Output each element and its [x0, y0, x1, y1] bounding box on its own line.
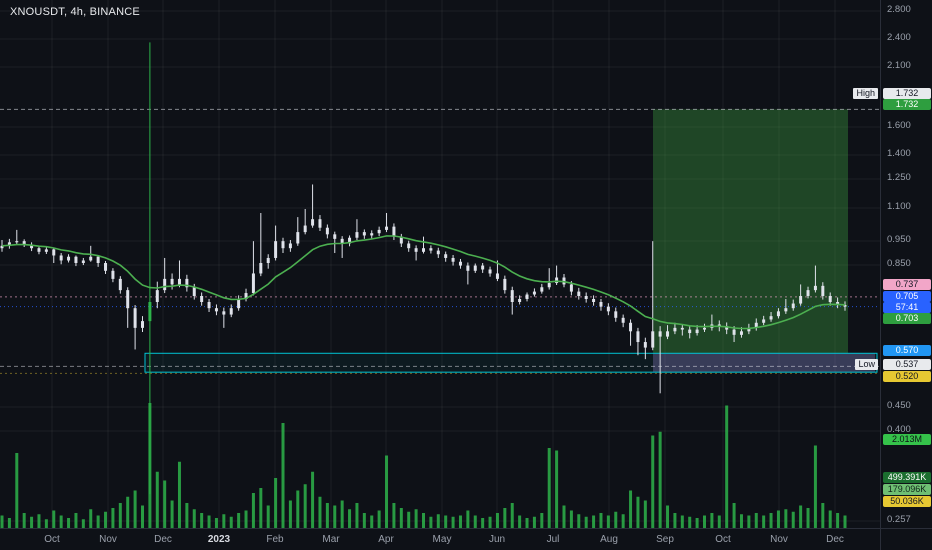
high-price-badge: 1.732	[883, 88, 931, 99]
loss-zone[interactable]	[653, 353, 875, 373]
time-axis[interactable]: Oct Nov Dec 2023 Feb Mar Apr May Jun Jul Aug Sep Oct…	[0, 528, 932, 550]
volume-badge-2: 499.391K	[883, 472, 931, 483]
price-tick: 0.400	[887, 424, 911, 435]
time-tick-sep: Sep	[656, 534, 674, 545]
high-label: High	[853, 88, 878, 99]
time-tick-dec: Dec	[154, 534, 172, 545]
ma-line[interactable]	[1, 235, 846, 330]
time-tick-nov: Nov	[770, 534, 788, 545]
ma-value-badge: 0.703	[883, 313, 931, 324]
price-tick: 0.257	[887, 514, 911, 525]
price-tick: 1.400	[887, 148, 911, 159]
time-tick-jun: Jun	[488, 534, 506, 545]
volume-badge-1: 2.013M	[883, 434, 931, 445]
bar-countdown-badge: 57:41	[883, 302, 931, 313]
volume-badge-4: 50.036K	[883, 496, 931, 507]
axis-corner-cell	[880, 528, 932, 550]
time-tick-apr: Apr	[378, 534, 394, 545]
time-tick-oct: Oct	[715, 534, 731, 545]
target-price-badge: 1.732	[883, 99, 931, 110]
price-tick: 1.600	[887, 120, 911, 131]
pink-line-badge: 0.737	[883, 279, 931, 290]
price-tick: 2.800	[887, 4, 911, 15]
chart-background	[0, 0, 880, 528]
profit-zone[interactable]	[653, 109, 848, 354]
price-tick: 2.100	[887, 60, 911, 71]
current-price-badge: 0.705	[883, 291, 931, 302]
time-tick-may: May	[432, 534, 452, 545]
time-tick-jul: Jul	[546, 534, 560, 545]
time-tick-oct: Oct	[44, 534, 60, 545]
gridlines	[0, 0, 880, 528]
time-tick-feb: Feb	[266, 534, 284, 545]
entry-price-badge: 0.570	[883, 345, 931, 356]
price-tick: 1.250	[887, 172, 911, 183]
time-tick-2023: 2023	[207, 534, 231, 545]
low-price-badge: 0.537	[883, 359, 931, 370]
price-tick: 0.850	[887, 258, 911, 269]
volume-badge-3: 179.096K	[883, 484, 931, 495]
candlestick-chart[interactable]	[0, 0, 880, 528]
symbol-title[interactable]: XNOUSDT, 4h, BINANCE	[10, 6, 140, 18]
time-tick-dec: Dec	[826, 534, 844, 545]
price-tick: 2.400	[887, 32, 911, 43]
time-tick-nov: Nov	[99, 534, 117, 545]
price-tick: 1.100	[887, 201, 911, 212]
price-axis[interactable]: 2.800 2.400 2.100 1.600 1.400 1.250 1.100 0.950…	[880, 0, 932, 528]
chart-pane[interactable]: XNOUSDT, 4h, BINANCE High Low	[0, 0, 880, 528]
price-tick: 0.950	[887, 234, 911, 245]
yellow-line-badge: 0.520	[883, 371, 931, 382]
time-tick-mar: Mar	[322, 534, 340, 545]
time-tick-aug: Aug	[600, 534, 618, 545]
price-tick: 0.450	[887, 400, 911, 411]
candles	[0, 42, 847, 495]
range-box[interactable]	[144, 352, 878, 373]
low-label: Low	[855, 359, 878, 370]
volume-bars	[0, 403, 847, 528]
